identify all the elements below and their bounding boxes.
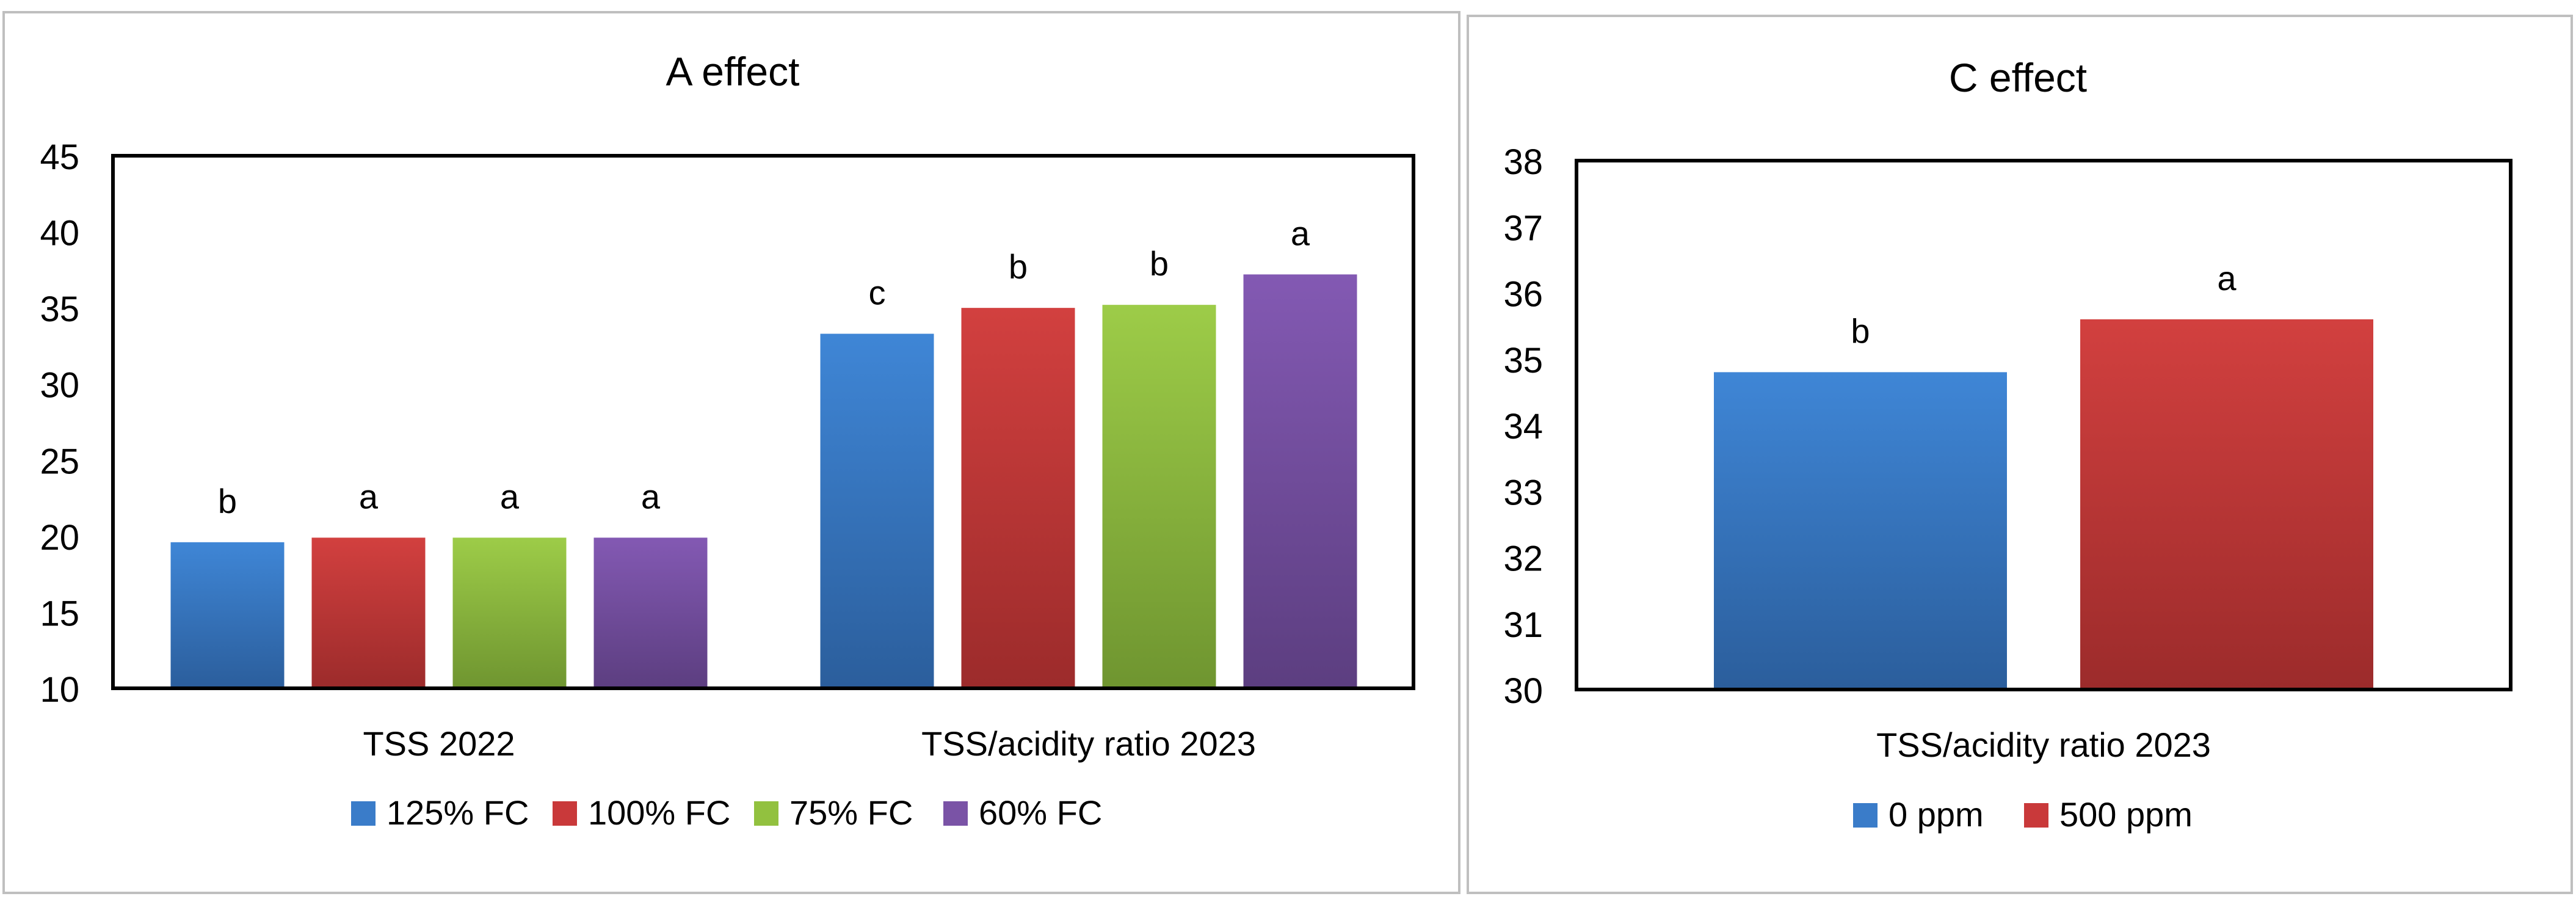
y-axis-ticks: 30 31 32 33 34 35 36 37 38 <box>1503 142 1543 711</box>
bar-data-label: a <box>359 477 379 515</box>
legend: 125% FC 100% FC 75% FC 60% FC <box>351 793 1102 832</box>
y-tick-label: 31 <box>1503 605 1543 645</box>
y-tick-label: 30 <box>1503 671 1543 711</box>
bar-100-fc <box>311 537 426 688</box>
bars: ba <box>1714 259 2373 690</box>
bar-data-label: b <box>1009 247 1028 286</box>
y-tick-label: 25 <box>40 442 79 481</box>
y-tick-label: 35 <box>1503 341 1543 380</box>
bar-0-ppm <box>1714 372 2007 690</box>
legend-label: 500 ppm <box>2059 795 2193 834</box>
y-tick-label: 33 <box>1503 473 1543 512</box>
legend-swatch <box>351 801 376 826</box>
plot-area-border <box>111 154 1415 690</box>
x-axis-categories: TSS/acidity ratio 2023 <box>1876 726 2211 764</box>
chart-title: A effect <box>666 49 800 94</box>
y-tick-label: 37 <box>1503 208 1543 248</box>
legend-label: 100% FC <box>588 793 730 832</box>
plot-area-border <box>1575 159 2513 691</box>
bar-data-label: a <box>1291 214 1310 252</box>
bar-data-label: b <box>1150 244 1169 283</box>
legend-swatch <box>943 801 968 826</box>
panel-a-effect: A effect 10 15 20 25 30 35 40 45 b a a a c b b a TSS 2… <box>2 11 1460 894</box>
y-tick-label: 36 <box>1503 275 1543 315</box>
x-category-label: TSS/acidity ratio 2023 <box>1876 726 2211 764</box>
y-tick-label: 40 <box>40 214 79 253</box>
bar-125-fc <box>170 542 285 688</box>
legend-swatch <box>1853 803 1878 828</box>
legend-label: 75% FC <box>789 793 913 832</box>
bar-125-fc <box>820 333 934 688</box>
y-tick-label: 45 <box>40 137 79 177</box>
bar-75-fc <box>452 537 567 688</box>
legend-label: 125% FC <box>386 793 529 832</box>
y-tick-label: 32 <box>1503 539 1543 579</box>
bar-data-label: c <box>869 273 886 311</box>
y-axis-ticks: 10 15 20 25 30 35 40 45 <box>40 137 79 710</box>
legend-swatch <box>2024 803 2048 828</box>
legend: 0 ppm 500 ppm <box>1853 795 2193 834</box>
x-axis-categories: TSS 2022 TSS/acidity ratio 2023 <box>363 724 1255 763</box>
y-tick-label: 38 <box>1503 142 1543 182</box>
bar-data-label: b <box>1851 311 1870 350</box>
bar-60-fc <box>593 537 708 688</box>
x-category-label: TSS/acidity ratio 2023 <box>921 724 1256 763</box>
y-tick-label: 30 <box>40 366 79 406</box>
y-tick-label: 34 <box>1503 407 1543 446</box>
bar-75-fc <box>1102 305 1216 688</box>
legend-label: 0 ppm <box>1888 795 1984 834</box>
bar-data-label: a <box>641 477 661 515</box>
bar-60-fc <box>1243 274 1357 688</box>
bars: b a a a c b b a <box>170 214 1357 689</box>
legend-label: 60% FC <box>979 793 1102 832</box>
chart-title: C effect <box>1949 55 2087 100</box>
panel-a-border <box>2 11 1460 894</box>
legend-swatch <box>553 801 577 826</box>
y-tick-label: 20 <box>40 518 79 558</box>
legend-swatch <box>754 801 778 826</box>
y-tick-label: 15 <box>40 594 79 633</box>
y-tick-label: 35 <box>40 289 79 329</box>
bar-data-label: a <box>2217 259 2237 297</box>
bar-data-label: a <box>500 477 520 515</box>
bar-500-ppm <box>2080 319 2373 690</box>
bar-data-label: b <box>218 482 237 520</box>
y-tick-label: 10 <box>40 670 79 710</box>
x-category-label: TSS 2022 <box>363 724 515 763</box>
bar-100-fc <box>961 308 1075 689</box>
